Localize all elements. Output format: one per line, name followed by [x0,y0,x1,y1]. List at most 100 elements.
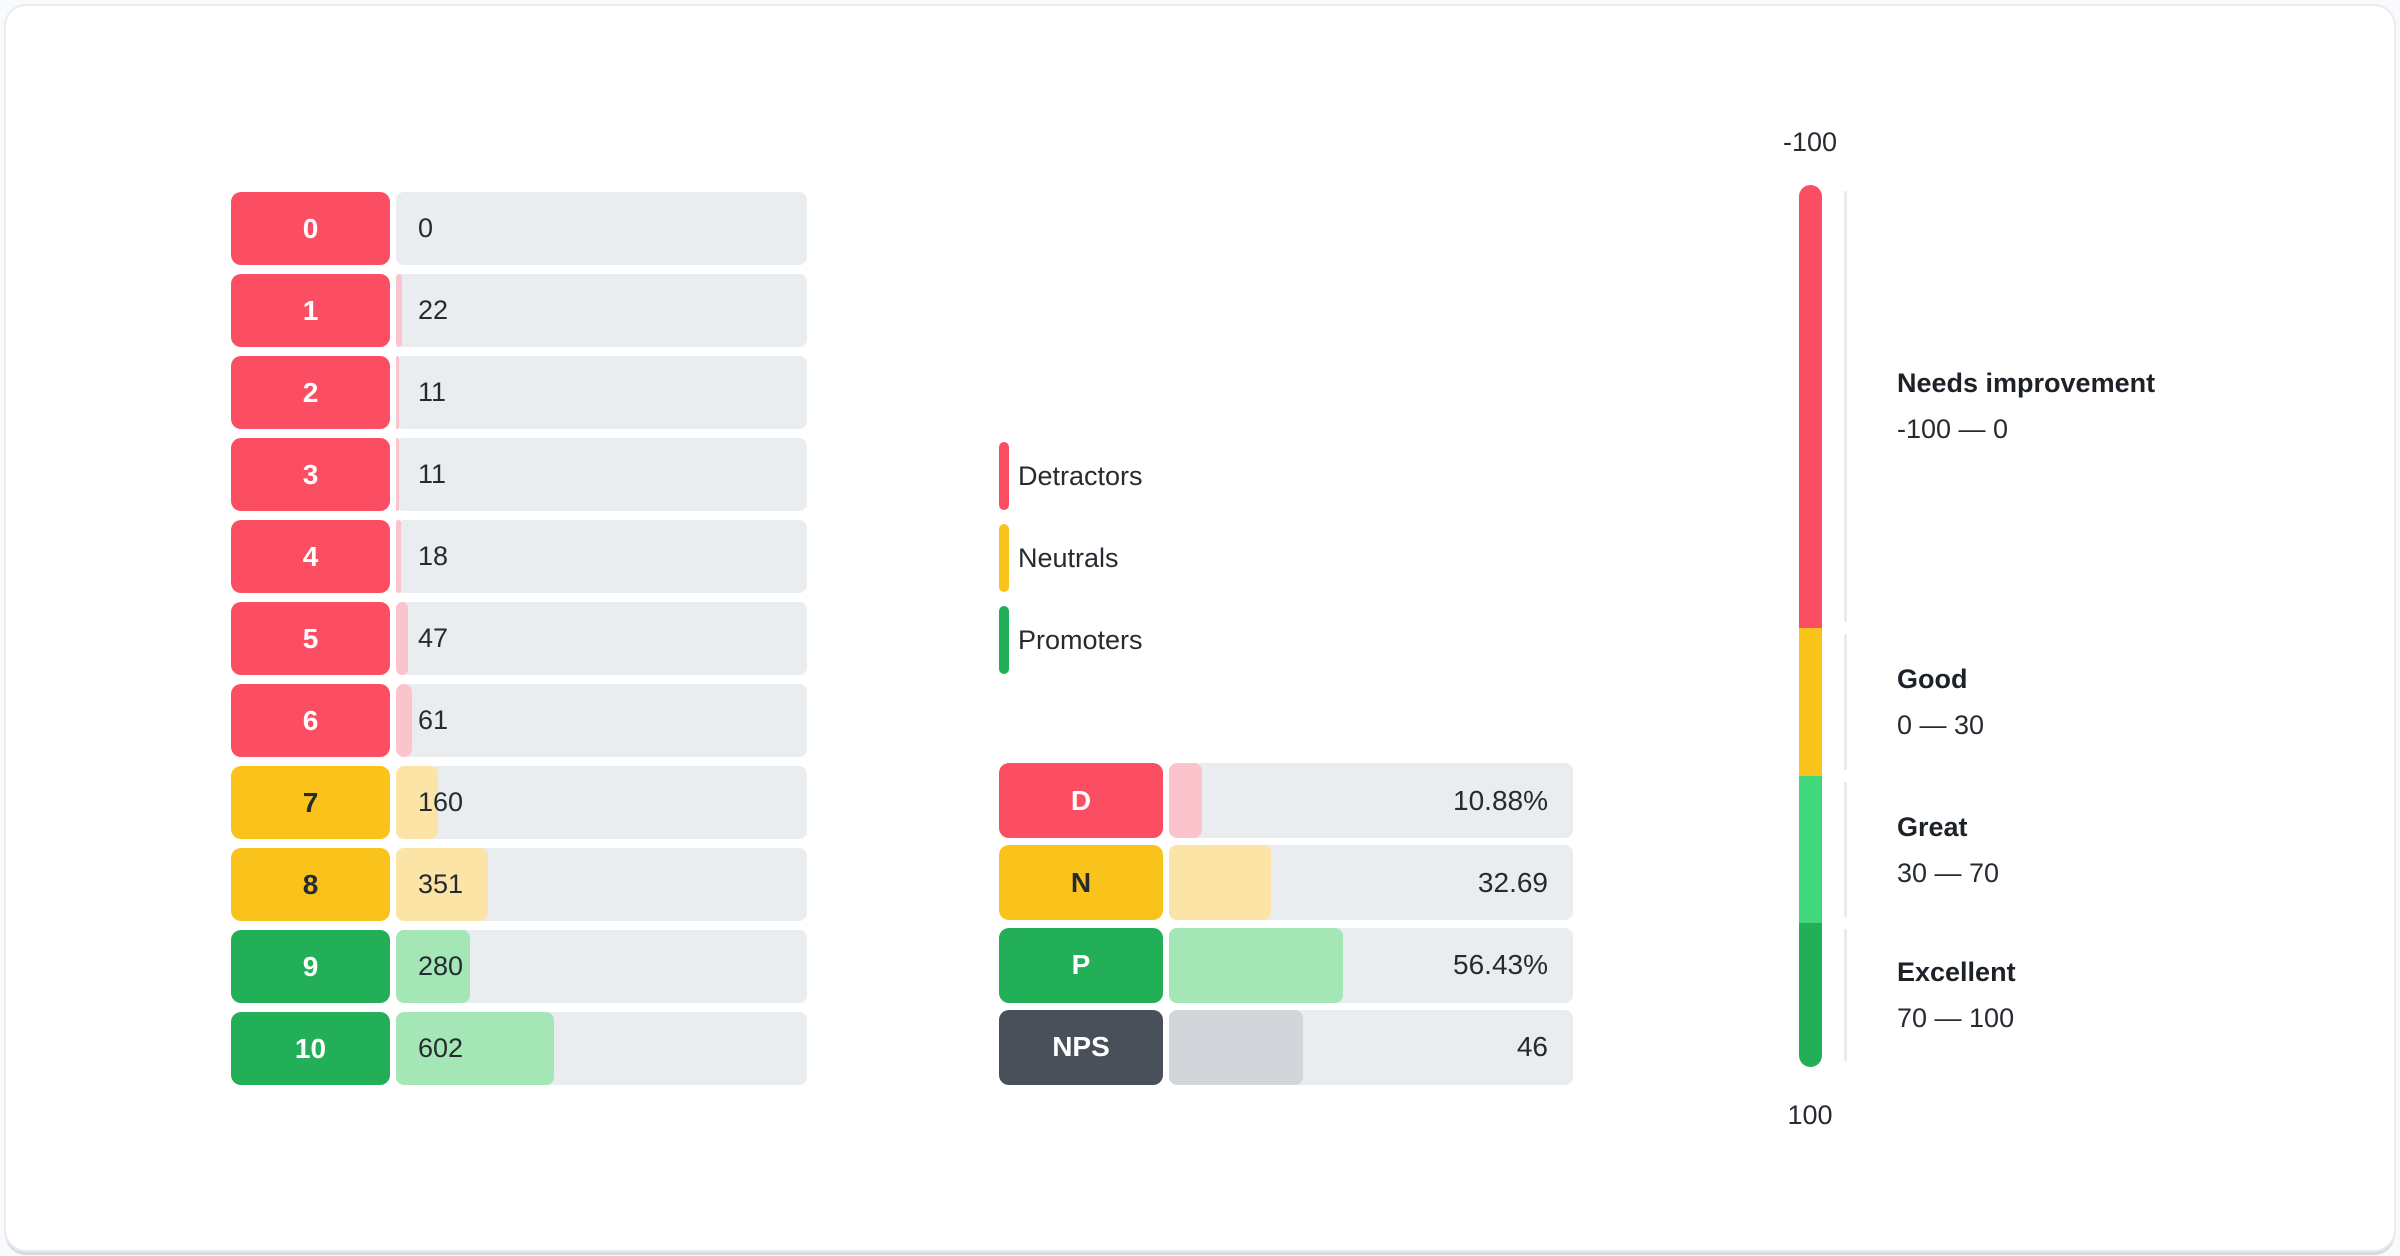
distribution-bar-track: 47 [396,602,807,675]
score-count: 0 [418,213,434,243]
legend-label: Promoters [1018,624,1143,655]
distribution-row: 4 18 [231,520,807,593]
legend-swatch [999,524,1009,592]
summary-value: 32.69 [1477,866,1548,898]
nps-gauge-axis-line [1844,185,1847,1067]
distribution-row: 2 11 [231,356,807,429]
gauge-max-label: 100 [1787,1100,1833,1130]
distribution-bar-fill [396,274,402,347]
summary-value: 56.43% [1453,949,1548,981]
legend-swatch [999,442,1009,510]
distribution-row: 5 47 [231,602,807,675]
summary-value: 46 [1516,1031,1548,1063]
summary-bar-track: 46 [1169,1009,1573,1085]
gauge-annotation: Good 0 — 30 [1897,663,1984,742]
summary-label-button[interactable]: D [999,763,1163,838]
distribution-bar-track: 61 [396,684,807,757]
score-count: 280 [418,951,464,981]
distribution-bar-fill [396,438,399,511]
score-button[interactable]: 10 [231,1012,390,1085]
summary-label-button[interactable]: N [999,845,1163,921]
distribution-bar-track: 160 [396,766,807,839]
gauge-annotation-title: Good [1897,664,1968,694]
distribution-bar-fill [396,684,413,757]
distribution-row: 8 351 [231,848,807,921]
score-button[interactable]: 8 [231,848,390,921]
score-count: 351 [418,869,464,899]
summary-row: D 10.88% [999,763,1573,838]
legend: Detractors Neutrals Promoters [999,442,1143,674]
score-button[interactable]: 2 [231,356,390,429]
gauge-axis-segment [1844,191,1847,622]
distribution-bar-track: 602 [396,1012,807,1085]
summary-bar-track: 10.88% [1169,763,1573,838]
score-button[interactable]: 1 [231,274,390,347]
score-count: 160 [418,787,464,817]
nps-gauge-bar [1799,185,1822,1067]
score-button[interactable]: 0 [231,192,390,265]
summary-row: N 32.69 [999,845,1573,921]
gauge-min-label: -100 [1782,127,1838,157]
summary-bar-fill [1169,845,1272,921]
score-button[interactable]: 7 [231,766,390,839]
gauge-segment-detractor [1799,185,1822,628]
legend-label: Detractors [1018,460,1143,491]
legend-item[interactable]: Promoters [999,606,1143,674]
gauge-annotation-title: Great [1897,812,1968,842]
summary-bar-fill [1169,1009,1304,1085]
summary-bar-track: 56.43% [1169,927,1573,1003]
distribution-bar-track: 22 [396,274,807,347]
gauge-annotation: Needs improvement -100 — 0 [1897,367,2155,446]
summary-bar-track: 32.69 [1169,845,1573,921]
distribution-bar-fill [396,930,470,1003]
score-button[interactable]: 5 [231,602,390,675]
distribution-bar-track: 0 [396,192,807,265]
score-count: 22 [418,295,449,325]
distribution-bar-fill [396,766,439,839]
score-count: 11 [418,377,447,407]
gauge-segment-promoter [1799,923,1822,1067]
summary-bar-fill [1169,763,1203,838]
score-button[interactable]: 9 [231,930,390,1003]
distribution-bar-track: 351 [396,848,807,921]
score-count: 47 [418,623,449,653]
distribution-bar-fill [396,356,399,429]
score-button[interactable]: 4 [231,520,390,593]
gauge-annotation-range: 0 — 30 [1897,710,1985,740]
gauge-annotation-title: Needs improvement [1897,368,2156,398]
summary-row: NPS 46 [999,1009,1573,1085]
summary-label-button[interactable]: NPS [999,1009,1163,1085]
gauge-annotation-title: Excellent [1897,957,2016,987]
legend-item[interactable]: Detractors [999,442,1143,510]
distribution-row: 7 160 [231,766,807,839]
summary-value: 10.88% [1453,784,1548,816]
distribution-row: 6 61 [231,684,807,757]
gauge-annotation: Great 30 — 70 [1897,811,1999,890]
score-distribution-chart: 0 0 1 22 2 11 3 11 4 18 5 47 6 61 7 160 8 351 9 280 10 602 [231,192,807,1085]
score-count: 18 [418,541,449,571]
gauge-segment-great [1799,775,1822,924]
gauge-annotation-range: 70 — 100 [1897,1003,2015,1033]
summary-bar-fill [1169,927,1344,1003]
gauge-segment-neutral [1799,627,1822,776]
gauge-axis-segment [1844,929,1847,1061]
legend-item[interactable]: Neutrals [999,524,1143,592]
distribution-row: 1 22 [231,274,807,347]
legend-label: Neutrals [1018,542,1119,573]
distribution-bar-fill [396,1012,555,1085]
gauge-annotation-range: 30 — 70 [1897,858,2000,888]
gauge-annotation-range: -100 — 0 [1897,414,2009,444]
summary-row: P 56.43% [999,927,1573,1003]
distribution-bar-track: 11 [396,356,807,429]
distribution-bar-fill [396,848,489,921]
score-button[interactable]: 3 [231,438,390,511]
legend-swatch [999,606,1009,674]
gauge-axis-segment [1844,781,1847,918]
score-button[interactable]: 6 [231,684,390,757]
gauge-axis-segment [1844,633,1847,770]
summary-label-button[interactable]: P [999,927,1163,1003]
distribution-bar-track: 280 [396,930,807,1003]
distribution-row: 9 280 [231,930,807,1003]
